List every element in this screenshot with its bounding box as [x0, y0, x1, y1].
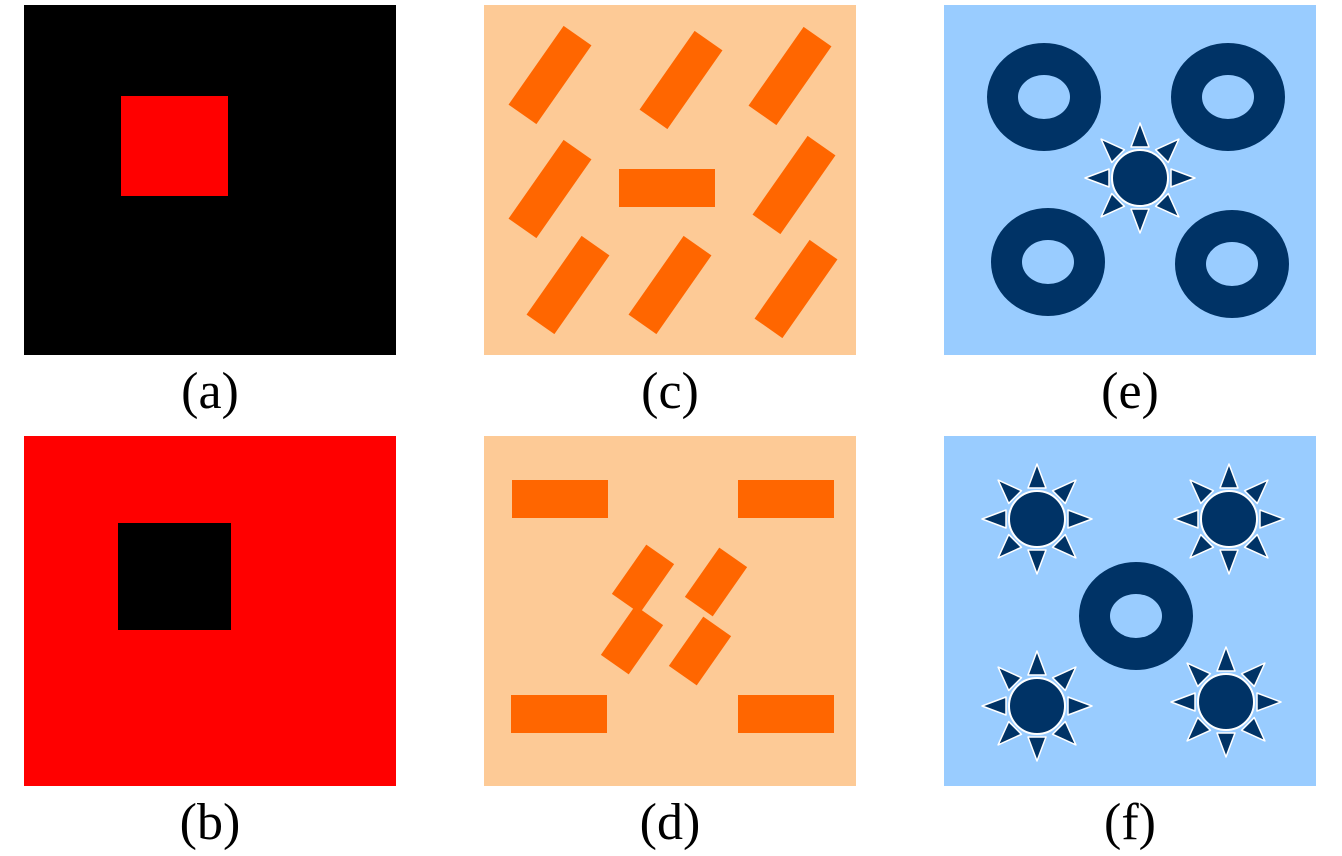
- panel-d-bar: [738, 695, 834, 733]
- panel-e: [944, 5, 1316, 355]
- panel-c-bar: [639, 30, 723, 130]
- panel-c-bar: [748, 26, 832, 126]
- panel-f: [944, 436, 1316, 786]
- sun-shape: [981, 650, 1093, 762]
- ring-shape: [1175, 210, 1289, 318]
- caption-b: (b): [179, 794, 241, 851]
- panel-a: [24, 5, 396, 355]
- sun-shape: [981, 463, 1093, 575]
- caption-d: (d): [639, 794, 701, 851]
- caption-a: (a): [181, 363, 239, 420]
- panel-c-figure: [484, 5, 856, 355]
- panel-c-bar: [752, 135, 836, 235]
- sun-shape: [1173, 463, 1285, 575]
- caption-c: (c): [641, 363, 699, 420]
- panel-d-bar: [668, 616, 732, 686]
- panel-d-bar: [511, 695, 607, 733]
- panel-c-bar: [619, 169, 715, 207]
- panel-b-square: [118, 523, 231, 630]
- panel-d-bar: [512, 480, 608, 518]
- panel-d-bar: [684, 547, 748, 617]
- panel-c-bar: [508, 25, 592, 125]
- panel-d: [484, 436, 856, 786]
- panel-c-bar: [508, 139, 592, 239]
- caption-e: (e): [1101, 363, 1159, 420]
- sun-shape: [1170, 646, 1282, 758]
- panel-d-bar: [600, 605, 664, 675]
- panel-d-bar: [611, 544, 675, 614]
- panel-b: [24, 436, 396, 786]
- panel-c-bar: [526, 235, 610, 335]
- panel-a-square: [121, 96, 228, 196]
- ring-shape: [987, 43, 1101, 151]
- panel-c-bar: [754, 239, 838, 339]
- ring-shape: [1171, 43, 1285, 151]
- panel-f-figure: [944, 436, 1316, 786]
- ring-shape: [1079, 562, 1193, 670]
- panel-c-bar: [628, 235, 712, 335]
- panel-b-figure: [24, 436, 396, 786]
- panel-a-figure: [24, 5, 396, 355]
- panel-d-bar: [738, 480, 834, 518]
- panel-c: [484, 5, 856, 355]
- panel-d-figure: [484, 436, 856, 786]
- panel-e-figure: [944, 5, 1316, 355]
- caption-f: (f): [1104, 794, 1156, 851]
- ring-shape: [991, 208, 1105, 316]
- sun-shape: [1084, 122, 1196, 234]
